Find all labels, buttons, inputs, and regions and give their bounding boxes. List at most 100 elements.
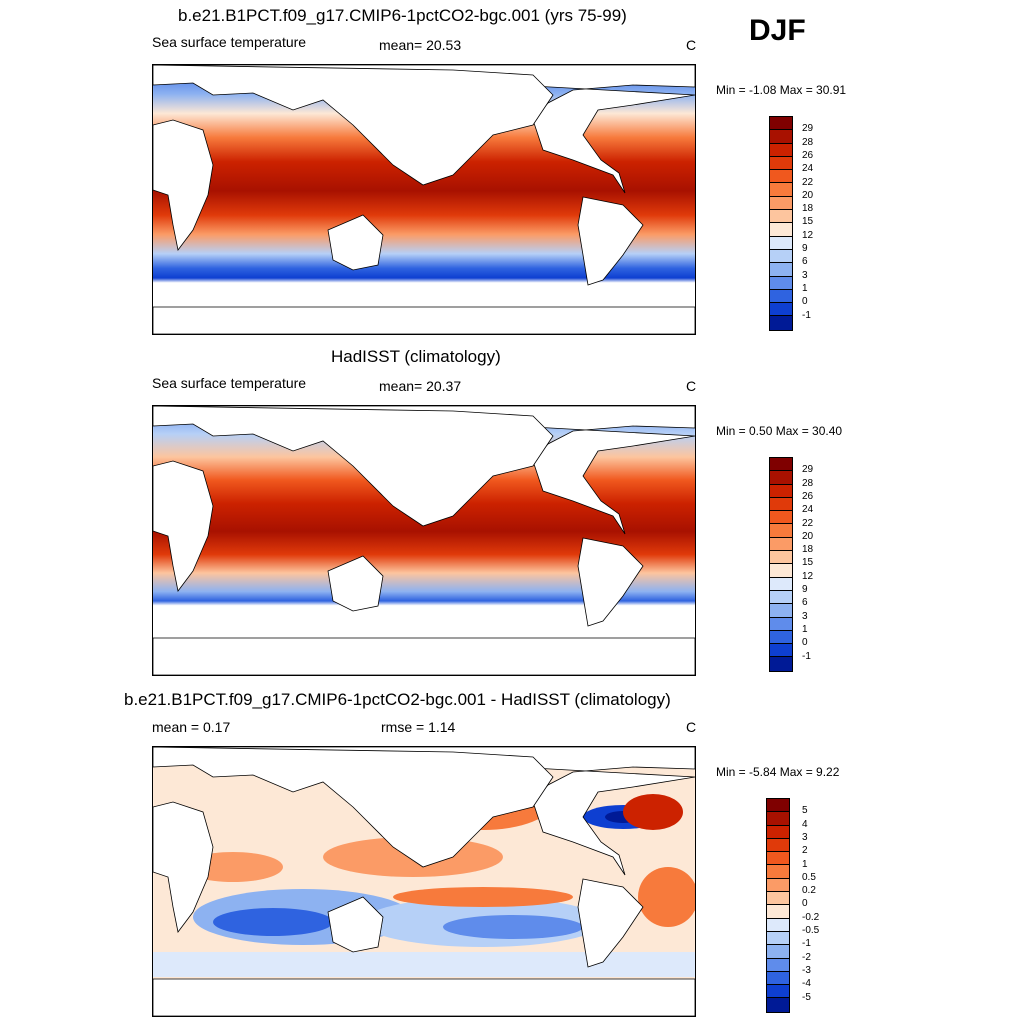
colorbar-segment	[770, 170, 792, 184]
colorbar-tick-label: 18	[802, 203, 814, 215]
panel-1-title: b.e21.B1PCT.f09_g17.CMIP6-1pctCO2-bgc.00…	[178, 6, 627, 25]
colorbar-tick-label: 9	[802, 243, 808, 254]
colorbar-segment	[770, 196, 792, 211]
colorbar-segment	[770, 276, 792, 290]
panel-3-colorbar	[766, 798, 790, 1013]
panel-1-minmax-label: Min = -1.08 Max = 30.91	[716, 83, 847, 97]
panel-2-units-label: C	[686, 378, 697, 394]
colorbar-tick-label: -0.5	[802, 925, 820, 936]
panel-3-units-label: C	[686, 719, 697, 735]
panel-3-title: b.e21.B1PCT.f09_g17.CMIP6-1pctCO2-bgc.00…	[124, 690, 671, 709]
panel-2-variable-label: Sea surface temperature	[152, 375, 307, 391]
colorbar-segment	[770, 657, 792, 671]
colorbar-tick-label: 6	[802, 256, 808, 268]
colorbar-segment	[770, 223, 792, 237]
colorbar-segment	[770, 484, 792, 498]
colorbar-segment	[770, 130, 792, 144]
colorbar-tick-label: 29	[802, 464, 814, 476]
colorbar-segment	[770, 644, 792, 658]
colorbar-segment	[770, 564, 792, 578]
colorbar-segment	[767, 985, 789, 999]
colorbar-tick-label: 24	[802, 504, 814, 516]
colorbar-segment	[770, 156, 792, 171]
colorbar-tick-label: 15	[802, 216, 814, 228]
colorbar-segment	[770, 210, 792, 224]
colorbar-segment	[770, 143, 792, 157]
colorbar-tick-label: 4	[802, 818, 808, 830]
colorbar-tick-label: -1	[802, 309, 811, 321]
colorbar-segment	[767, 945, 789, 959]
colorbar-tick-label: 0	[802, 637, 808, 649]
colorbar-segment	[767, 799, 789, 813]
panel-2-map	[152, 405, 696, 676]
colorbar-segment	[767, 825, 789, 839]
colorbar-tick-label: 12	[802, 570, 814, 582]
colorbar-segment	[770, 289, 792, 304]
colorbar-tick-label: 28	[802, 477, 814, 489]
colorbar-tick-label: 5	[802, 805, 808, 817]
colorbar-tick-label: 1	[802, 623, 808, 635]
colorbar-segment	[767, 971, 789, 986]
colorbar-tick-label: 1	[802, 282, 808, 294]
panel-3-land	[153, 747, 695, 1016]
panel-2-colorbar	[769, 457, 793, 672]
colorbar-tick-label: 26	[802, 490, 814, 502]
colorbar-tick-label: -2	[802, 951, 811, 963]
panel-3-mean-label: mean = 0.17	[152, 719, 231, 735]
panel-1-map	[152, 64, 696, 335]
colorbar-segment	[767, 958, 789, 972]
panel-2-title: HadISST (climatology)	[331, 347, 501, 366]
colorbar-segment	[767, 838, 789, 853]
colorbar-segment	[770, 537, 792, 552]
colorbar-tick-label: 18	[802, 544, 814, 556]
colorbar-tick-label: 29	[802, 123, 814, 135]
colorbar-tick-label: 0	[802, 898, 808, 910]
colorbar-segment	[770, 183, 792, 197]
colorbar-segment	[767, 998, 789, 1012]
colorbar-tick-label: 1	[802, 858, 808, 870]
colorbar-segment	[770, 497, 792, 512]
colorbar-tick-label: 0.5	[802, 871, 816, 883]
colorbar-segment	[770, 316, 792, 330]
colorbar-tick-label: 2	[802, 845, 808, 857]
colorbar-segment	[767, 852, 789, 866]
colorbar-tick-label: 3	[802, 831, 808, 843]
colorbar-tick-label: -3	[802, 964, 811, 976]
colorbar-segment	[770, 236, 792, 250]
panel-3-minmax-label: Min = -5.84 Max = 9.22	[716, 765, 840, 779]
colorbar-tick-label: 24	[802, 163, 814, 175]
colorbar-tick-label: -1	[802, 938, 811, 950]
colorbar-segment	[770, 604, 792, 618]
colorbar-tick-label: 20	[802, 530, 814, 542]
colorbar-segment	[770, 458, 792, 472]
colorbar-segment	[770, 263, 792, 277]
panel-2-land	[153, 406, 695, 675]
colorbar-tick-label: 12	[802, 229, 814, 241]
colorbar-segment	[770, 617, 792, 631]
panel-2-minmax-label: Min = 0.50 Max = 30.40	[716, 424, 843, 438]
colorbar-tick-label: 9	[802, 584, 808, 595]
panel-3-map	[152, 746, 696, 1017]
colorbar-segment	[767, 865, 789, 879]
colorbar-tick-label: 0.2	[802, 885, 816, 897]
colorbar-segment	[770, 524, 792, 538]
colorbar-segment	[770, 303, 792, 317]
colorbar-segment	[767, 812, 789, 826]
colorbar-segment	[767, 918, 789, 932]
panel-1-colorbar	[769, 116, 793, 331]
colorbar-segment	[770, 117, 792, 131]
colorbar-tick-label: 28	[802, 136, 814, 148]
panel-1-land	[153, 65, 695, 334]
colorbar-segment	[767, 905, 789, 919]
panel-2-mean-label: mean= 20.37	[379, 378, 462, 394]
panel-3-rmse-label: rmse = 1.14	[381, 719, 456, 735]
colorbar-tick-label: -0.2	[802, 911, 820, 923]
colorbar-segment	[770, 511, 792, 525]
colorbar-tick-label: 22	[802, 176, 814, 188]
panel-1-mean-label: mean= 20.53	[379, 37, 462, 53]
colorbar-segment	[770, 590, 792, 605]
colorbar-tick-label: 22	[802, 517, 814, 529]
colorbar-tick-label: 0	[802, 296, 808, 308]
panel-1-units-label: C	[686, 37, 697, 53]
colorbar-tick-label: -4	[802, 978, 811, 990]
